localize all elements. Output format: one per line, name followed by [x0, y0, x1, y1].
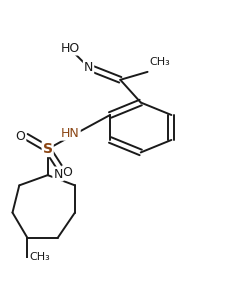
- Text: O: O: [15, 130, 25, 143]
- Text: N: N: [84, 61, 93, 74]
- Text: N: N: [53, 168, 63, 181]
- Text: HN: HN: [61, 127, 80, 140]
- Text: HO: HO: [61, 42, 80, 55]
- Text: O: O: [62, 166, 72, 179]
- Text: CH₃: CH₃: [150, 57, 170, 67]
- Text: S: S: [43, 142, 53, 156]
- Text: CH₃: CH₃: [30, 252, 50, 262]
